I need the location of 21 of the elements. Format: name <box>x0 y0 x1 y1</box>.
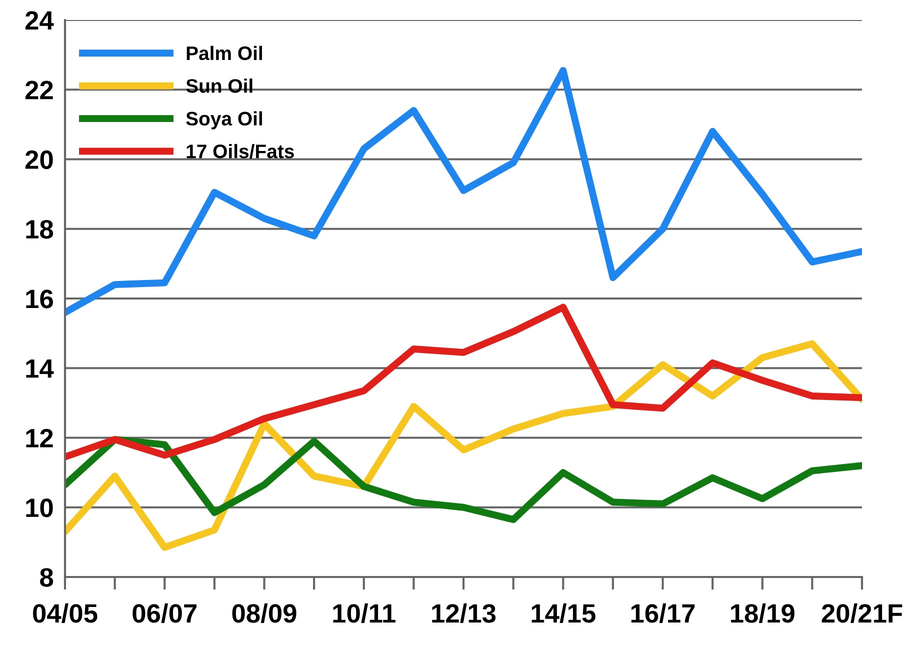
y-tick-label: 18 <box>26 220 54 239</box>
y-tick-label: 24 <box>25 11 54 30</box>
y-tick-label: 14 <box>26 360 54 378</box>
x-tick-label: 10/11 <box>333 603 396 624</box>
x-tick-label: 08/09 <box>232 603 296 624</box>
x-tick-label: 16/17 <box>631 603 695 624</box>
x-tick-label: 18/19 <box>731 603 794 624</box>
x-tick-label: 06/07 <box>132 603 196 624</box>
legend-label: Soya Oil <box>186 111 262 130</box>
y-tick-label: 16 <box>26 290 53 308</box>
y-tick-label: 10 <box>26 498 53 518</box>
y-tick-label: 12 <box>26 428 53 448</box>
y-tick-label: 20 <box>25 150 53 170</box>
y-tick-label: 22 <box>25 80 53 100</box>
x-tick-label: 14/15 <box>532 603 596 624</box>
x-tick-label: 20/21F <box>822 603 902 624</box>
x-tick-label: 12/13 <box>432 603 496 624</box>
legend-label: Palm Oil <box>186 46 262 60</box>
y-tick-label: 8 <box>40 568 54 587</box>
legend-label: 17 Oils/Fats <box>186 144 294 158</box>
x-tick-label: 04/05 <box>33 603 98 624</box>
